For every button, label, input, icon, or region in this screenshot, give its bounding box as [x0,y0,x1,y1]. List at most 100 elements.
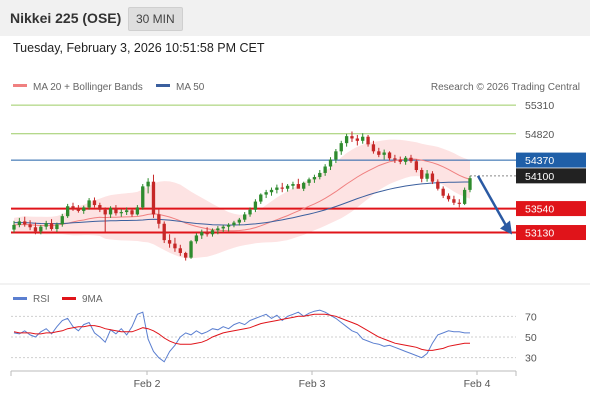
rsi-legend-label: RSI [33,294,50,305]
candle-body [377,151,381,155]
candle-body [387,152,392,159]
candle-body [44,223,48,227]
candle-body [205,231,209,235]
candle-body [253,201,258,210]
moving-averages [13,158,471,232]
rsi-panel: 70 50 30 [11,309,537,365]
level-label-53130: 53130 [525,228,554,240]
level-label-54370: 54370 [525,155,554,167]
level-label-bg-54100 [516,168,586,184]
candle-body [23,221,27,225]
candle-body [124,210,129,213]
bollinger-band-area [14,139,470,259]
candle-body [403,157,408,162]
ma50-legend-swatch [156,84,170,87]
candle-body [361,136,365,141]
x-axis: Feb 2 Feb 3 Feb 4 [10,370,517,390]
rsi-ma-legend-label: 9MA [82,294,103,305]
candle-body [414,161,419,171]
candle-body [119,212,123,214]
candle-body [462,189,467,204]
candle-body [114,207,118,214]
candle-body [441,188,445,196]
candle-body [285,185,290,189]
candle-body [328,159,333,167]
candle-body [151,181,156,215]
rsi-ma-legend-swatch [62,297,76,300]
level-label-54100: 54100 [525,171,554,183]
candle-body [237,219,241,223]
level-label-bg-53130 [516,225,586,241]
level-label-55310: 55310 [525,100,554,112]
forecast-arrow [476,175,512,235]
candle-body [221,226,225,229]
forecast-arrow-shaft [476,175,508,227]
candle-body [65,206,70,217]
candle-body [457,202,461,204]
forecast-arrow-head [500,220,512,235]
rsi-legend-swatch [13,297,27,300]
rsi-line [13,309,470,363]
candle-body [130,210,134,215]
interval-button[interactable]: 30 MIN [128,7,183,31]
candle-body [344,136,349,144]
candle-body [12,224,16,230]
candle-body [194,235,199,242]
rsi-legend: RSI 9MA [13,294,103,305]
candle-body [269,189,274,193]
level-lines [11,104,516,234]
legend: MA 20 + Bollinger Bands MA 50 Research ©… [13,82,580,93]
candle-body [339,143,343,152]
candle-body [39,226,43,232]
candle-body [189,241,193,258]
candle-body [146,181,150,187]
candle-body [366,136,370,145]
candle-body [452,199,456,203]
ma50-legend-label: MA 50 [176,82,205,93]
candle-body [264,192,268,195]
rsi-tick-50: 50 [525,332,537,344]
candle-body [409,157,413,162]
candle-body [167,240,172,244]
level-label-bg-53540 [516,201,586,217]
candle-body [318,172,322,178]
candle-body [355,138,360,141]
candle-body [210,230,215,235]
candle-body [98,205,102,210]
candle-body [296,184,300,189]
candle-body [76,208,81,211]
candle-body [49,223,54,230]
x-axis-label-2: Feb 4 [464,378,491,390]
candle-body [87,200,91,208]
candle-body [243,214,247,220]
candle-body [398,159,402,162]
timestamp: Tuesday, February 3, 2026 10:51:58 PM CE… [13,41,265,55]
level-label-54820: 54820 [525,129,554,141]
candle-body [232,222,236,225]
candle-body [82,207,86,211]
candle-body [350,136,354,139]
candle-body [92,200,97,206]
ma20-line [13,158,471,232]
header-bar [0,0,590,36]
candle-body [334,151,338,160]
candle-body [425,173,429,179]
level-label-bg-54370 [516,152,586,168]
candle-body [280,187,284,189]
x-axis-label-0: Feb 2 [134,378,161,390]
candle-body [446,195,451,200]
level-labels: 55310 54820 54370 54100 53540 53130 [516,100,586,241]
ma20-legend-label: MA 20 + Bollinger Bands [33,82,143,93]
candle-body [430,173,435,182]
candle-body [275,187,279,190]
level-label-53540: 53540 [525,204,554,216]
candle-body [259,194,263,202]
candle-body [178,248,182,253]
candle-body [307,179,311,183]
candle-body [323,166,327,173]
candle-body [17,221,22,225]
candle-body [60,216,64,225]
candle-body [55,224,59,230]
candle-body [135,207,140,215]
